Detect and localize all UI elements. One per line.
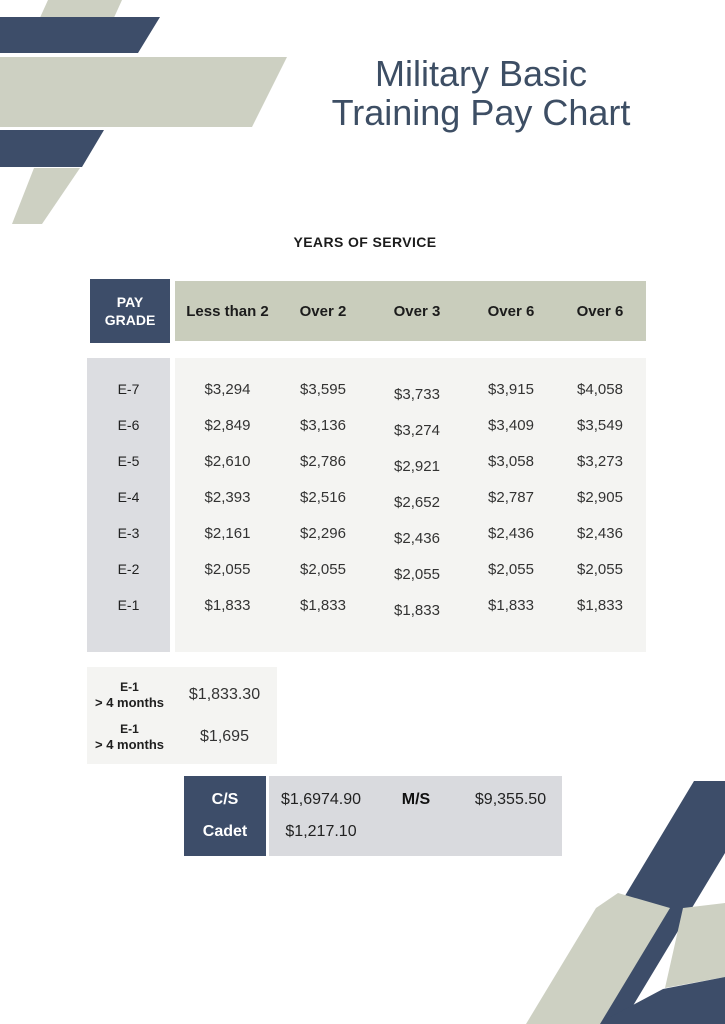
column-header: Over 6 [487, 302, 535, 320]
pay-cell: $2,055 [394, 565, 440, 583]
pay-cell: $2,055 [204, 560, 251, 578]
pay-cell: $2,786 [300, 452, 346, 470]
deco-top-sliver [38, 0, 122, 22]
e1-special-value: $1,833.30 [188, 685, 261, 703]
page-title: Military Basic Training Pay Chart [281, 54, 681, 132]
pay-cell: $3,136 [300, 416, 346, 434]
pay-cell: $2,849 [204, 416, 251, 434]
grade-label: E-2 [117, 561, 140, 577]
pay-grade-header-text: PAY GRADE [105, 293, 156, 329]
deco-sage-strip [12, 168, 80, 224]
grade-label: E-3 [117, 525, 140, 541]
pay-cell: $1,833 [204, 596, 251, 614]
deco-navy-corner [597, 977, 725, 1024]
pay-cell: $2,787 [488, 488, 534, 506]
grade-label: E-1 [117, 597, 140, 613]
e1-label-line2: > 4 months [95, 694, 164, 710]
cadet-row: $1,217.10 [269, 823, 562, 841]
pay-cell: $2,921 [394, 457, 440, 475]
pay-grade-header: PAY GRADE [90, 279, 170, 343]
deco-sage-central [526, 893, 670, 1024]
ms-label: M/S [401, 790, 431, 808]
pay-cell: $3,733 [394, 385, 440, 403]
cadet-row: $1,6974.90 M/S $9,355.50 [269, 791, 562, 809]
pay-cell: $2,055 [488, 560, 534, 578]
column-header: Over 6 [576, 302, 624, 320]
pay-cell: $1,833 [394, 601, 440, 619]
pay-cell: $3,274 [394, 421, 440, 439]
table-row: $2,055 $2,055 $2,055 $2,055 $2,055 [179, 551, 646, 587]
pay-cell: $2,436 [488, 524, 534, 542]
grade-label: E-4 [117, 489, 140, 505]
e1-special-box: E-1 > 4 months $1,833.30 E-1 > 4 months … [87, 667, 277, 764]
ms-value: $9,355.50 [474, 790, 547, 808]
e1-label-line1: E-1 [120, 679, 139, 694]
e1-special-value: $1,695 [200, 727, 249, 745]
pay-cell: $3,273 [577, 452, 623, 470]
pay-cell: $1,833 [577, 596, 623, 614]
pay-cell: $3,915 [488, 380, 534, 398]
table-row: $3,294 $3,595 $3,733 $3,915 $4,058 [179, 371, 646, 407]
cs-value: $1,6974.90 [280, 790, 362, 808]
grade-label: E-7 [117, 381, 140, 397]
cadet-label-box: C/S Cadet [184, 776, 266, 856]
table-row: $2,393 $2,516 $2,652 $2,787 $2,905 [179, 479, 646, 515]
pay-cell: $2,055 [300, 560, 346, 578]
e1-special-row: E-1 > 4 months $1,695 [87, 717, 277, 757]
e1-label-line2: > 4 months [95, 736, 164, 752]
pay-cell: $2,055 [577, 560, 623, 578]
pay-grade-line2: GRADE [104, 312, 156, 328]
e1-special-row: E-1 > 4 months $1,833.30 [87, 675, 277, 715]
pay-cell: $2,516 [300, 488, 346, 506]
pay-cell: $4,058 [577, 380, 623, 398]
pay-cell: $2,652 [394, 493, 440, 511]
cadet-value: $1,217.10 [285, 823, 357, 841]
pay-grade-line1: PAY [116, 294, 144, 310]
table-row: $1,833 $1,833 $1,833 $1,833 $1,833 [179, 587, 646, 623]
pay-cell: $2,905 [577, 488, 623, 506]
deco-navy-band-2 [0, 130, 104, 167]
page-title-line1: Military Basic [374, 53, 588, 94]
pay-cell: $3,294 [204, 380, 251, 398]
pay-cell: $2,436 [577, 524, 623, 542]
table-row: $2,161 $2,296 $2,436 $2,436 $2,436 [179, 515, 646, 551]
table-row: $2,610 $2,786 $2,921 $3,058 $3,273 [179, 443, 646, 479]
pay-cell: $2,436 [394, 529, 440, 547]
deco-navy-band-1 [0, 17, 160, 53]
pay-cell: $2,610 [204, 452, 251, 470]
years-of-service-label: YEARS OF SERVICE [293, 234, 437, 250]
page-title-line2: Training Pay Chart [331, 92, 631, 133]
pay-cell: $3,409 [488, 416, 534, 434]
column-header: Over 2 [299, 302, 347, 320]
column-header: Less than 2 [186, 302, 269, 320]
deco-sage-right [665, 903, 725, 988]
pay-cell: $2,296 [300, 524, 346, 542]
e1-label-line1: E-1 [120, 721, 139, 736]
cadet-values-box: $1,6974.90 M/S $9,355.50 $1,217.10 [269, 776, 562, 856]
deco-sage-band [0, 57, 287, 127]
pay-cell: $2,393 [204, 488, 251, 506]
pay-table-body: $3,294 $3,595 $3,733 $3,915 $4,058 $2,84… [175, 358, 646, 652]
table-row: $2,849 $3,136 $3,274 $3,409 $3,549 [179, 407, 646, 443]
column-header: Over 3 [393, 302, 441, 320]
grade-column: E-7 E-6 E-5 E-4 E-3 E-2 E-1 [87, 358, 170, 652]
pay-cell: $2,161 [204, 524, 251, 542]
pay-cell: $3,595 [300, 380, 346, 398]
grade-label: E-6 [117, 417, 140, 433]
e1-special-label: E-1 > 4 months [87, 722, 172, 752]
pay-cell: $1,833 [300, 596, 346, 614]
deco-navy-diagonal [548, 781, 725, 1024]
cadet-label: Cadet [202, 823, 248, 841]
grade-label: E-5 [117, 453, 140, 469]
pay-cell: $1,833 [488, 596, 534, 614]
column-header-bar: Less than 2 Over 2 Over 3 Over 6 Over 6 [175, 281, 646, 341]
e1-special-label: E-1 > 4 months [87, 680, 172, 710]
cs-label: C/S [211, 790, 239, 808]
pay-cell: $3,549 [577, 416, 623, 434]
pay-cell: $3,058 [488, 452, 534, 470]
